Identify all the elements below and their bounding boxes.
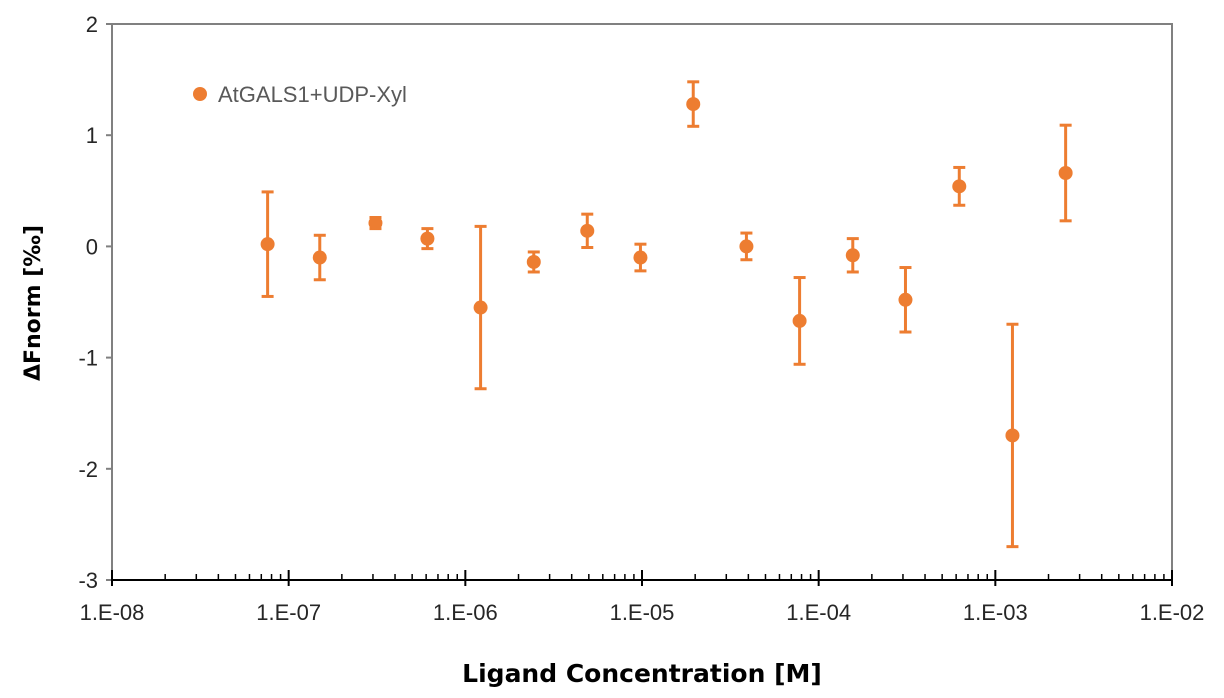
- data-point: [1005, 428, 1020, 443]
- legend-marker: [193, 87, 207, 101]
- x-axis-title: Ligand Concentration [M]: [462, 659, 822, 688]
- data-point: [952, 179, 967, 194]
- y-axis-title: ΔFnorm [‰]: [21, 225, 46, 381]
- data-point: [312, 250, 327, 265]
- y-tick-label: -3: [78, 568, 98, 593]
- data-point: [1058, 166, 1073, 181]
- data-point: [473, 300, 488, 315]
- data-point: [420, 231, 435, 246]
- data-point: [792, 313, 807, 328]
- data-point: [368, 216, 383, 231]
- data-point: [260, 237, 275, 252]
- y-tick-label: 0: [86, 234, 98, 259]
- x-tick-label: 1.E-02: [1140, 600, 1205, 625]
- x-tick-label: 1.E-07: [256, 600, 321, 625]
- x-axis: 1.E-08 1.E-07 1.E-06 1.E-05 1.E-04 1.E-03 1.E-…: [80, 570, 1205, 625]
- y-tick-label: 1: [86, 123, 98, 148]
- x-tick-label: 1.E-08: [80, 600, 145, 625]
- x-tick-label: 1.E-04: [786, 600, 851, 625]
- data-point: [898, 292, 913, 307]
- y-tick-label: 2: [86, 12, 98, 37]
- data-point: [633, 250, 648, 265]
- data-point: [845, 248, 860, 263]
- x-tick-label: 1.E-06: [433, 600, 498, 625]
- data-point: [526, 254, 541, 269]
- series-points: [260, 80, 1073, 549]
- data-point: [739, 239, 754, 254]
- y-axis: -3 -2 -1 0 1 2: [78, 12, 112, 593]
- legend-label: AtGALS1+UDP-Xyl: [218, 82, 407, 107]
- legend: AtGALS1+UDP-Xyl: [193, 82, 407, 107]
- y-tick-label: -1: [78, 346, 98, 371]
- y-tick-label: -2: [78, 457, 98, 482]
- x-tick-label: 1.E-05: [610, 600, 675, 625]
- data-point: [580, 223, 595, 238]
- x-tick-label: 1.E-03: [963, 600, 1028, 625]
- data-point: [686, 97, 701, 112]
